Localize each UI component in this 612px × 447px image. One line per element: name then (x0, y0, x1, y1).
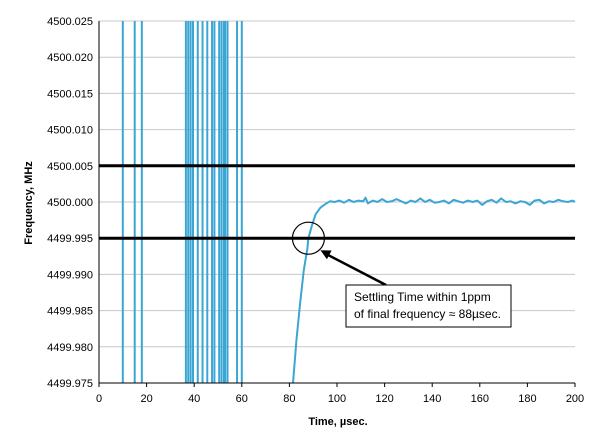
y-tick-label: 4499.990 (47, 269, 93, 281)
y-tick-label: 4500.010 (47, 125, 93, 137)
x-tick-label: 40 (188, 393, 200, 405)
y-tick-label: 4500.025 (47, 16, 93, 28)
y-tick-label: 4499.975 (47, 378, 93, 390)
series-layer (121, 21, 576, 384)
x-tick-label: 100 (328, 393, 346, 405)
annotation-line1: Settling Time within 1ppm (354, 290, 491, 304)
y-tick-label: 4500.000 (47, 197, 93, 209)
x-tick-label: 0 (96, 393, 102, 405)
axes: 4499.975 4499.980 4499.985 4499.990 4499.995… (47, 16, 584, 405)
annotation-arrowhead (320, 250, 332, 260)
x-axis-title: Time, µsec. (308, 416, 367, 428)
annotation: Settling Time within 1ppm of final freque… (291, 221, 512, 328)
reference-lines (99, 164, 575, 240)
y-tick-label: 4499.985 (47, 306, 93, 318)
y-axis-title: Frequency, MHz (23, 161, 35, 245)
annotation-circle (291, 221, 326, 255)
annotation-arrow (325, 253, 387, 287)
x-tick-label: 80 (283, 393, 295, 405)
x-tick-label: 60 (236, 393, 248, 405)
y-tick-label: 4499.980 (47, 342, 93, 354)
y-tick-label: 4500.005 (47, 161, 93, 173)
x-tick-label: 200 (566, 393, 584, 405)
x-tick-label: 180 (518, 393, 536, 405)
x-tick-label: 20 (140, 393, 152, 405)
x-tick-label: 120 (375, 393, 393, 405)
x-tick-label: 140 (423, 393, 441, 405)
x-tick-label: 160 (471, 393, 489, 405)
y-tick-label: 4499.995 (47, 233, 93, 245)
annotation-box (345, 284, 512, 328)
series-line (292, 196, 576, 384)
y-tick-label: 4500.015 (47, 88, 93, 100)
y-tick-label: 4500.020 (47, 52, 93, 64)
annotation-line2: of final frequency ≈ 88µsec. (354, 307, 501, 321)
